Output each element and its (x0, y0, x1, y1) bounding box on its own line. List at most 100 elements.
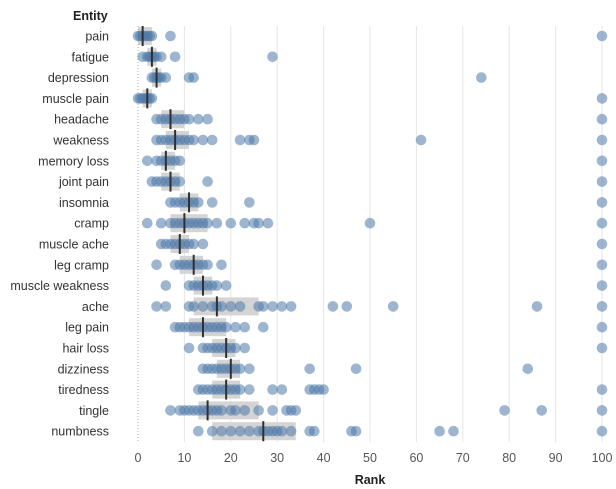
data-point (596, 321, 608, 333)
data-point (225, 217, 237, 229)
data-point (234, 384, 246, 395)
data-point (285, 425, 297, 437)
row-label: leg cramp (54, 258, 109, 272)
x-ticks: 0 10 20 30 40 50 60 70 80 90 100 (135, 451, 613, 465)
data-point (183, 113, 195, 125)
x-tick-label: 90 (549, 451, 563, 465)
data-point (160, 280, 172, 291)
data-point (415, 134, 427, 146)
data-point (202, 176, 213, 187)
data-point (350, 363, 362, 375)
data-point (596, 405, 608, 416)
x-tick-label: 60 (409, 451, 423, 465)
data-point (206, 425, 218, 437)
row-label: memory loss (38, 154, 109, 168)
data-point (596, 155, 608, 167)
data-point (387, 301, 399, 312)
data-point (146, 30, 158, 42)
data-point (220, 280, 232, 291)
row-label: hair loss (62, 342, 109, 356)
x-tick-label: 10 (177, 451, 191, 465)
data-point (596, 238, 608, 250)
x-tick-label: 50 (363, 451, 377, 465)
data-point (262, 217, 274, 229)
data-point (216, 425, 227, 437)
data-point (188, 134, 199, 146)
data-point (193, 113, 204, 125)
data-point (183, 342, 195, 354)
data-point (596, 176, 608, 187)
data-point (216, 259, 227, 271)
row-label: headache (54, 113, 109, 127)
data-point (290, 405, 302, 416)
data-point (476, 72, 487, 83)
gridlines (183, 26, 603, 442)
data-point (596, 217, 608, 229)
data-point (141, 217, 153, 229)
data-point (151, 259, 162, 271)
row-label: weakness (52, 134, 109, 148)
data-point (202, 259, 213, 271)
data-point (165, 30, 176, 42)
data-point (499, 405, 510, 416)
data-point (267, 301, 278, 312)
row-labels: pain fatigue depression muscle pain headache… (10, 30, 109, 439)
data-point (206, 197, 218, 208)
x-tick-label: 80 (502, 451, 516, 465)
data-point (244, 363, 255, 375)
data-point (536, 405, 547, 416)
data-point (197, 301, 209, 312)
data-point (230, 321, 241, 333)
data-point (596, 197, 608, 208)
data-point (318, 384, 329, 395)
x-tick-label: 20 (224, 451, 238, 465)
data-point (202, 113, 213, 125)
data-point (239, 405, 251, 416)
x-tick-label: 30 (270, 451, 284, 465)
row-label: tiredness (58, 383, 109, 397)
data-point (531, 301, 543, 312)
data-point (285, 301, 297, 312)
row-label: tingle (79, 404, 109, 418)
row-label: muscle pain (42, 92, 109, 106)
data-point (596, 301, 608, 312)
data-point (234, 301, 246, 312)
data-point (327, 301, 339, 312)
row-label: leg pain (65, 321, 109, 335)
data-point (155, 51, 167, 63)
data-point (244, 384, 255, 395)
data-point (341, 301, 353, 312)
data-point (188, 72, 199, 83)
data-point (596, 93, 608, 104)
data-point (596, 384, 608, 395)
data-point (244, 197, 255, 208)
data-point (257, 321, 269, 333)
row-label: cramp (74, 217, 109, 231)
data-point (165, 405, 176, 416)
x-axis-label: Rank (355, 473, 386, 487)
data-point (211, 217, 223, 229)
data-point (151, 301, 162, 312)
data-point (197, 134, 209, 146)
data-point (225, 425, 237, 437)
data-point (253, 217, 264, 229)
data-point (267, 51, 278, 63)
data-point (239, 217, 251, 229)
data-point (257, 301, 269, 312)
data-point (364, 217, 376, 229)
data-point (434, 425, 445, 437)
row-label: fatigue (71, 50, 109, 64)
data-point (188, 301, 199, 312)
data-point (596, 134, 608, 146)
data-point (234, 363, 246, 375)
data-point (174, 176, 186, 187)
data-point (234, 425, 246, 437)
medians (141, 26, 265, 442)
data-point (174, 155, 186, 167)
row-label: insomnia (59, 196, 109, 210)
data-point (596, 425, 608, 437)
data-point (267, 405, 278, 416)
data-point (239, 342, 251, 354)
data-point (206, 134, 218, 146)
